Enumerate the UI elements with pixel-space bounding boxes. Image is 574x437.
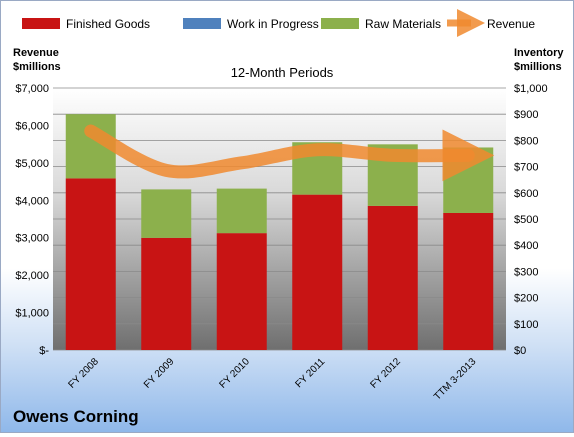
left-axis-title-line2: $millions (13, 61, 61, 73)
x-axis-category-label: FY 2009 (142, 356, 177, 391)
gridlines (53, 87, 506, 351)
left-axis-tick-label: $4,000 (15, 195, 49, 207)
right-axis-title-line1: Inventory (514, 47, 564, 59)
right-axis-ticks: $0 $100 $200 $300 $400 $500 $600 $700 $800 $900 $1… (514, 83, 548, 357)
right-axis-tick-label: $400 (514, 240, 538, 252)
right-axis-title-line2: $millions (514, 61, 562, 73)
revenue-line-layer (84, 124, 495, 182)
x-axis-category-label: TTM 3-2013 (432, 356, 479, 403)
right-axis-tick-label: $700 (514, 162, 538, 174)
right-axis-tick-label: $800 (514, 135, 538, 147)
x-axis-category-label: FY 2008 (66, 356, 101, 391)
right-axis-tick-label: $600 (514, 188, 538, 200)
legend-swatch-finished-goods (22, 18, 60, 29)
x-axis-category-label: FY 2011 (294, 356, 328, 390)
bar-raw-materials (141, 189, 192, 238)
bar-raw-materials (216, 188, 267, 234)
bar-finished-goods (141, 237, 192, 350)
bar-finished-goods (367, 205, 418, 350)
right-axis-tick-label: $100 (514, 319, 538, 331)
legend-swatch-raw-materials (321, 18, 359, 29)
left-axis-tick-label: $3,000 (15, 233, 49, 245)
left-axis-tick-label: $5,000 (15, 158, 49, 170)
bar-finished-goods (65, 178, 116, 350)
left-axis-title-line1: Revenue (13, 47, 59, 59)
revenue-line (84, 124, 495, 182)
legend-swatch-work-in-progress (183, 18, 221, 29)
left-axis-tick-label: $- (39, 345, 49, 357)
right-axis-tick-label: $900 (514, 109, 538, 121)
right-axis-tick-label: $500 (514, 214, 538, 226)
chart-subtitle: 12-Month Periods (231, 65, 334, 80)
bars (65, 114, 494, 350)
legend: Finished Goods Work in Progress Raw Mate… (22, 9, 535, 37)
legend-label-revenue: Revenue (487, 17, 535, 31)
left-axis-tick-label: $7,000 (15, 83, 49, 95)
left-axis-tick-label: $1,000 (15, 308, 49, 320)
legend-label-work-in-progress: Work in Progress (227, 17, 319, 31)
x-axis-ticks: FY 2008 FY 2009 FY 2010 FY 2011 FY 2012 TTM 3… (66, 356, 478, 403)
bar-finished-goods (216, 233, 267, 350)
left-axis-tick-label: $2,000 (15, 270, 49, 282)
x-axis-category-label: FY 2010 (217, 356, 252, 391)
right-axis-tick-label: $0 (514, 345, 526, 357)
bar-finished-goods (292, 194, 343, 350)
left-axis-tick-label: $6,000 (15, 120, 49, 132)
x-axis-category-label: FY 2012 (368, 356, 403, 391)
right-axis-tick-label: $1,000 (514, 83, 548, 95)
right-axis-tick-label: $300 (514, 266, 538, 278)
legend-label-finished-goods: Finished Goods (66, 17, 150, 31)
right-axis-tick-label: $200 (514, 293, 538, 305)
legend-label-raw-materials: Raw Materials (365, 17, 441, 31)
bar-finished-goods (443, 212, 494, 350)
company-name: Owens Corning (13, 407, 139, 426)
left-axis-ticks: $- $1,000 $2,000 $3,000 $4,000 $5,000 $6,000 $7… (15, 83, 49, 357)
